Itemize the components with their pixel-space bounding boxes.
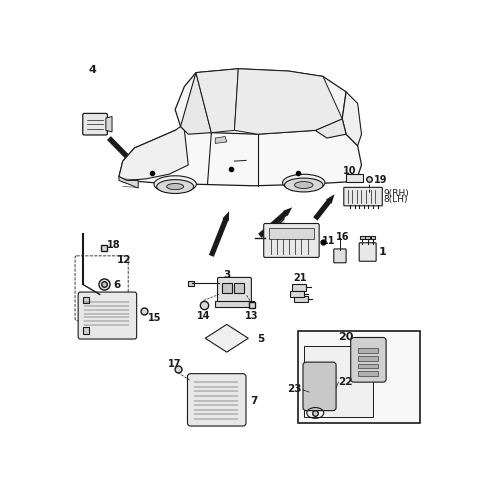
Bar — [294, 296, 308, 302]
FancyBboxPatch shape — [334, 249, 346, 263]
Polygon shape — [119, 127, 188, 181]
Bar — [234, 283, 244, 293]
Polygon shape — [106, 117, 112, 133]
Polygon shape — [234, 70, 342, 135]
Polygon shape — [196, 70, 238, 134]
Text: 14: 14 — [197, 311, 210, 320]
FancyBboxPatch shape — [359, 243, 376, 262]
FancyBboxPatch shape — [217, 278, 252, 302]
Bar — [359, 372, 378, 376]
Polygon shape — [342, 92, 361, 147]
Ellipse shape — [295, 182, 313, 189]
FancyArrow shape — [313, 195, 335, 221]
Text: 22: 22 — [338, 376, 353, 386]
Bar — [290, 291, 304, 297]
Bar — [215, 301, 254, 307]
Bar — [83, 328, 89, 334]
Bar — [304, 346, 373, 417]
Text: 1: 1 — [378, 247, 386, 257]
Polygon shape — [180, 74, 211, 135]
Bar — [346, 175, 363, 182]
Bar — [360, 236, 365, 240]
Bar — [292, 285, 306, 291]
FancyBboxPatch shape — [78, 292, 137, 339]
Text: 10: 10 — [343, 166, 357, 176]
Text: 11: 11 — [323, 235, 336, 245]
Bar — [83, 297, 89, 303]
Text: 6: 6 — [114, 280, 121, 290]
Ellipse shape — [285, 179, 323, 193]
Text: 9(RH): 9(RH) — [383, 189, 409, 198]
Polygon shape — [175, 70, 346, 135]
FancyBboxPatch shape — [188, 374, 246, 426]
FancyBboxPatch shape — [83, 114, 108, 136]
FancyArrow shape — [209, 212, 229, 257]
Text: 3: 3 — [223, 270, 230, 280]
Text: 15: 15 — [148, 313, 162, 323]
Bar — [371, 236, 375, 240]
Bar — [359, 364, 378, 368]
Text: 7: 7 — [250, 395, 257, 405]
Text: 4: 4 — [88, 65, 96, 75]
Ellipse shape — [283, 175, 325, 192]
Text: 18: 18 — [108, 239, 121, 249]
Text: 2: 2 — [277, 216, 285, 226]
Polygon shape — [119, 177, 138, 189]
Bar — [188, 281, 194, 287]
Bar — [222, 283, 232, 293]
FancyArrow shape — [107, 137, 144, 175]
Text: 17: 17 — [168, 358, 182, 368]
Polygon shape — [119, 131, 361, 186]
Text: 20: 20 — [338, 331, 354, 341]
Ellipse shape — [167, 184, 184, 190]
FancyBboxPatch shape — [351, 338, 386, 382]
Ellipse shape — [154, 176, 196, 193]
FancyBboxPatch shape — [344, 188, 382, 206]
Text: 13: 13 — [245, 311, 259, 320]
Text: 21: 21 — [293, 272, 307, 282]
Polygon shape — [205, 325, 248, 352]
Text: 5: 5 — [258, 333, 265, 344]
Text: 12: 12 — [117, 255, 131, 264]
Text: 19: 19 — [374, 175, 387, 184]
Text: 8(LH): 8(LH) — [383, 195, 408, 204]
Polygon shape — [215, 137, 227, 144]
FancyBboxPatch shape — [264, 224, 319, 258]
Text: 16: 16 — [336, 231, 349, 242]
Ellipse shape — [156, 180, 193, 194]
Bar — [359, 356, 378, 361]
Bar — [299, 331, 420, 423]
Polygon shape — [315, 120, 346, 139]
Bar — [365, 236, 370, 240]
FancyArrow shape — [258, 208, 292, 238]
Bar — [269, 228, 314, 240]
Text: 23: 23 — [287, 383, 301, 393]
Bar — [359, 348, 378, 353]
FancyBboxPatch shape — [303, 363, 336, 411]
